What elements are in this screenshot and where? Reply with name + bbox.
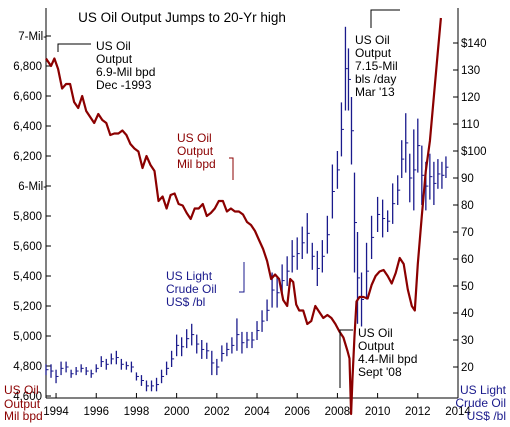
left-axis-label-line: US Oil (4, 383, 39, 397)
right-y-tick-label: 130 (461, 65, 480, 77)
left-y-tick-label: 6,600 (13, 91, 42, 103)
right-y-tick-label: 50 (461, 281, 474, 293)
left-y-tick-label: 5,200 (13, 301, 42, 313)
left-y-tick-label: 4,800 (13, 361, 42, 373)
right-axis-label-line: Crude Oil (455, 396, 506, 410)
x-tick-label: 2000 (164, 406, 190, 418)
left-y-tick-label: 5,600 (13, 241, 42, 253)
axes: 1994 1996 1998 2000 2002 2004 2006 2008 2010 2012… (4, 8, 507, 423)
left-axis-label-line: Mil bpd (4, 409, 43, 423)
x-tick-label: 2014 (445, 406, 471, 418)
left-y-tick-label: 7-Mil- (18, 31, 47, 43)
left-y-tick-label: 4,600 (13, 391, 42, 403)
right-y-tick-label: 70 (461, 227, 474, 239)
x-tick-label: 1996 (83, 406, 109, 418)
annotation-leader (229, 157, 234, 180)
annotation-text: Mar '13 (355, 85, 395, 99)
annotation-text: US Oil (96, 39, 131, 53)
x-tick-label: 2002 (204, 406, 230, 418)
annotation-leader (339, 329, 353, 388)
left-y-tick-label: 5,800 (13, 211, 42, 223)
annotation-text: Mil bpd (177, 157, 216, 171)
left-y-tick-label: 6-Mil- (18, 181, 47, 193)
right-y-tick-label: 30 (461, 335, 474, 347)
annotation-text: bls /day (355, 72, 396, 86)
annotation-text: US Oil (177, 131, 212, 145)
x-tick-label: 1994 (43, 406, 69, 418)
x-tick-label: 1998 (124, 406, 150, 418)
annotation-text: US Light (166, 269, 213, 283)
chart-title: US Oil Output Jumps to 20-Yr high (78, 10, 286, 25)
annotation-text: 4.4-Mil bpd (358, 352, 417, 366)
left-y-tick-label: 6,200 (13, 151, 42, 163)
x-tick-label: 2006 (284, 406, 310, 418)
right-axis-label-line: US Light (460, 383, 507, 397)
right-y-tick-label: 120 (461, 92, 480, 104)
annotation-text: Output (177, 144, 214, 158)
left-y-tick-label: 6,400 (13, 121, 42, 133)
annotation-text: 6.9-Mil bpd (96, 65, 155, 79)
right-y-tick-label: 90 (461, 173, 474, 185)
annotation-text: 7.15-Mil (355, 59, 398, 73)
annotation-text: Output (355, 46, 392, 60)
right-y-tick-label: 80 (461, 200, 474, 212)
right-y-tick-label: 40 (461, 308, 474, 320)
x-tick-label: 2008 (325, 406, 351, 418)
annotation-text: US$ /bl (166, 295, 205, 309)
annotation-text: Output (96, 52, 133, 66)
annotation-text: Dec -1993 (96, 78, 152, 92)
annotation-leader (370, 9, 400, 28)
annotation-text: Output (358, 339, 395, 353)
x-tick-label: 2004 (244, 406, 270, 418)
right-y-tick-label: 20 (461, 362, 474, 374)
left-y-tick-label: 5,000 (13, 331, 42, 343)
output-line (45, 17, 442, 416)
annotation-text: US Oil (355, 33, 390, 47)
left-y-tick-label: 6,800 (13, 61, 42, 73)
annotation-leader (239, 262, 245, 293)
x-tick-label: 2010 (365, 406, 391, 418)
annotation-text: US Oil (358, 326, 393, 340)
x-tick-label: 2012 (405, 406, 431, 418)
right-y-tick-label: $140 (461, 38, 487, 50)
annotation-leader (57, 43, 91, 52)
right-y-tick-label: 110 (461, 119, 479, 131)
crude-oil-price-series (45, 26, 449, 392)
left-axis-label-line: Output (4, 397, 41, 411)
oil-output-series (45, 17, 442, 416)
annotation-text: Sept '08 (358, 365, 402, 379)
annotation-text: Crude Oil (166, 282, 217, 296)
right-y-tick-label: $100 (461, 146, 487, 158)
right-axis-label-line: US$ /bl (467, 409, 506, 423)
left-y-tick-label: 5,400 (13, 271, 42, 283)
right-y-tick-label: 60 (461, 254, 474, 266)
